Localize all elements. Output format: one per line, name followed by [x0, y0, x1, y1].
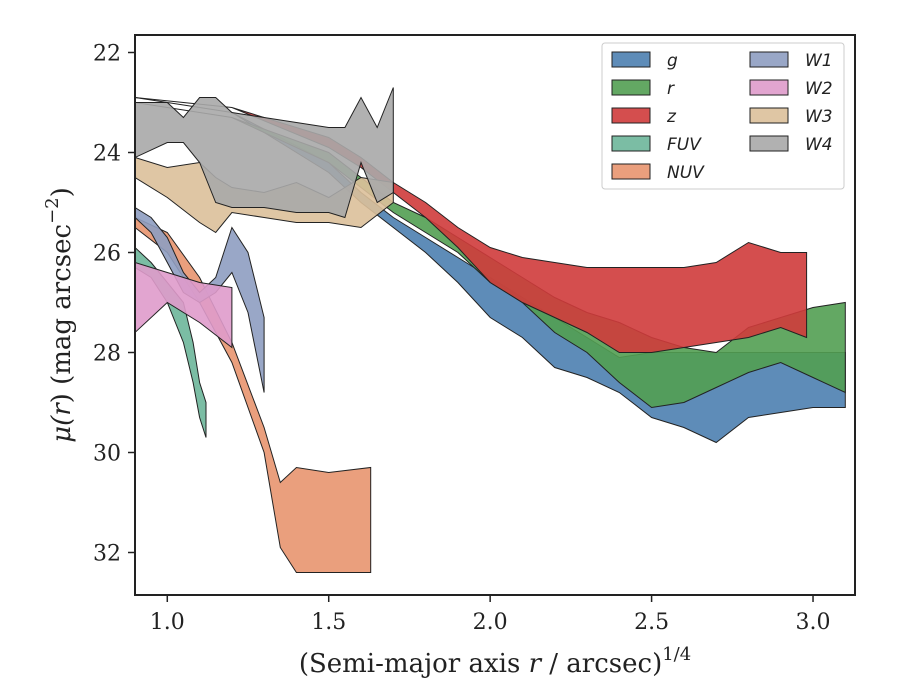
legend-label-w1: W1: [805, 51, 833, 71]
legend-label-z: z: [666, 107, 677, 127]
legend-swatch-g: [611, 51, 651, 68]
legend-label-fuv: FUV: [667, 135, 702, 155]
plot-frame: [134, 34, 856, 596]
y-tick-label: 26: [93, 242, 121, 267]
x-tick-label: 2.5: [634, 610, 669, 635]
legend-label-w4: W4: [805, 135, 833, 155]
y-tick-label: 24: [93, 142, 121, 167]
y-tick-label: 28: [93, 342, 121, 367]
y-axis-label: μ(r) (mag arcsec−2): [42, 187, 77, 443]
legend-label-nuv: NUV: [667, 163, 705, 183]
band-w4: [135, 87, 394, 219]
band-z: [135, 97, 808, 353]
legend: grz FUV NUV W1 W2 W3 W4: [601, 42, 845, 190]
y-tick-label: 22: [93, 42, 121, 67]
legend-swatch-nuv: [611, 163, 651, 180]
legend-label-w3: W3: [805, 107, 833, 127]
legend-swatch-w4: [749, 135, 789, 152]
legend-label-w2: W2: [805, 79, 833, 99]
bands-group: [135, 87, 846, 573]
legend-swatch-z: [611, 107, 651, 124]
legend-swatch-fuv: [611, 135, 651, 152]
x-axis-label: (Semi-major axis r / arcsec)1/4: [299, 644, 691, 679]
legend-label-r: r: [667, 79, 675, 99]
x-tick-label: 2.0: [473, 610, 508, 635]
legend-swatch-w3: [749, 107, 789, 124]
x-tick-label: 3.0: [796, 610, 831, 635]
band-w2: [135, 261, 233, 349]
legend-swatch-w2: [749, 79, 789, 96]
legend-swatch-w1: [749, 51, 789, 68]
legend-label-g: g: [667, 51, 678, 71]
x-tick-label: 1.5: [311, 610, 346, 635]
x-tick-label: 1.0: [150, 610, 185, 635]
y-tick-label: 30: [93, 442, 121, 467]
y-axis: 22 24 26 28 30 32: [93, 42, 135, 567]
y-tick-label: 32: [93, 542, 121, 567]
x-axis: 1.0 1.5 2.0 2.5 3.0: [150, 595, 831, 635]
legend-swatch-r: [611, 79, 651, 96]
